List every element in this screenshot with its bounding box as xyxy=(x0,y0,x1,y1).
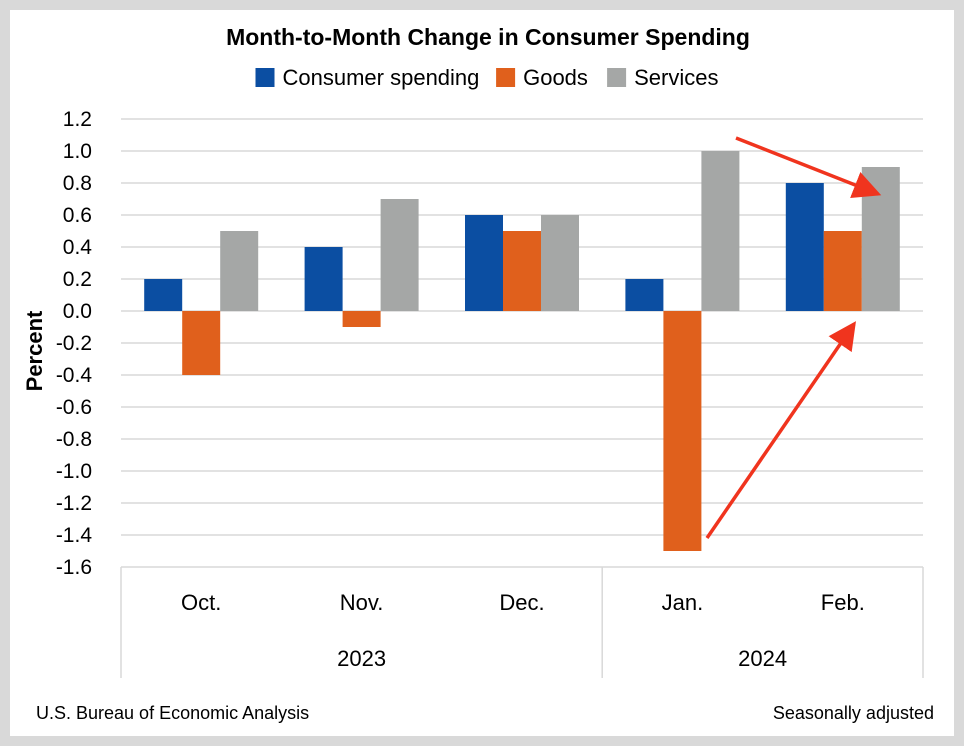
y-tick-label: -0.2 xyxy=(56,332,92,355)
arrow-to-feb-goods xyxy=(705,321,856,539)
bar-consumer-spending-dec xyxy=(465,215,503,311)
legend-label-consumer-spending: Consumer spending xyxy=(283,65,480,90)
bar-services-dec xyxy=(541,215,579,311)
y-tick-label: 0.8 xyxy=(63,172,92,195)
bar-goods-dec xyxy=(503,231,541,311)
y-tick-label: 1.2 xyxy=(63,108,92,131)
bar-goods-nov xyxy=(342,311,381,327)
y-tick-label: 0.2 xyxy=(63,268,92,291)
bars xyxy=(144,151,900,551)
bar-consumer-spending-feb xyxy=(785,183,824,311)
category-label-jan: Jan. xyxy=(662,590,704,615)
category-label-oct: Oct. xyxy=(181,590,221,615)
chart-svg: Month-to-Month Change in Consumer Spendi… xyxy=(22,24,934,723)
category-label-feb: Feb. xyxy=(821,590,865,615)
legend-swatch-goods xyxy=(496,68,516,87)
source-note: U.S. Bureau of Economic Analysis xyxy=(36,703,309,723)
chart-title: Month-to-Month Change in Consumer Spendi… xyxy=(226,24,750,50)
y-tick-label: -0.8 xyxy=(56,428,92,451)
legend-label-goods: Goods xyxy=(523,65,588,90)
legend-swatch-services xyxy=(607,68,627,87)
y-tick-label: -1.4 xyxy=(56,524,93,547)
bar-consumer-spending-jan xyxy=(625,279,664,311)
y-tick-label: 1.0 xyxy=(63,140,92,163)
y-tick-labels: 1.2 1.0 0.8 0.6 0.4 0.2 0.0 -0.2 -0.4 -0.6 -0.8 -1.… xyxy=(56,108,93,579)
bar-goods-feb xyxy=(823,231,862,311)
y-tick-label: -1.6 xyxy=(56,556,92,579)
y-tick-label: -0.6 xyxy=(56,396,92,419)
year-label-2023: 2023 xyxy=(337,646,386,671)
bar-services-oct xyxy=(220,231,259,311)
arrow-to-feb-services xyxy=(735,136,882,199)
y-axis-label: Percent xyxy=(22,310,47,391)
legend-swatch-consumer-spending xyxy=(255,68,275,87)
x-axis: 2023 2024 Oct. Nov. Dec. Jan. Feb. xyxy=(120,567,924,678)
seasonal-note: Seasonally adjusted xyxy=(773,703,934,723)
annotation-arrows xyxy=(705,136,882,539)
bar-goods-oct xyxy=(182,311,221,375)
category-label-nov: Nov. xyxy=(340,590,384,615)
year-label-2024: 2024 xyxy=(738,646,787,671)
y-tick-label: -1.2 xyxy=(56,492,92,515)
bar-consumer-spending-oct xyxy=(144,279,183,311)
y-tick-label: -1.0 xyxy=(56,460,92,483)
legend-label-services: Services xyxy=(634,65,718,90)
y-tick-label: -0.4 xyxy=(56,364,93,387)
y-tick-label: 0.0 xyxy=(63,300,92,323)
bar-services-jan xyxy=(701,151,740,311)
bar-consumer-spending-nov xyxy=(304,247,343,311)
chart-frame: Month-to-Month Change in Consumer Spendi… xyxy=(10,10,954,736)
y-tick-label: 0.4 xyxy=(63,236,93,259)
y-tick-label: 0.6 xyxy=(63,204,92,227)
bar-services-nov xyxy=(380,199,419,311)
legend: Consumer spending Goods Services xyxy=(255,65,718,90)
bar-goods-jan xyxy=(663,311,702,551)
category-label-dec: Dec. xyxy=(499,590,544,615)
